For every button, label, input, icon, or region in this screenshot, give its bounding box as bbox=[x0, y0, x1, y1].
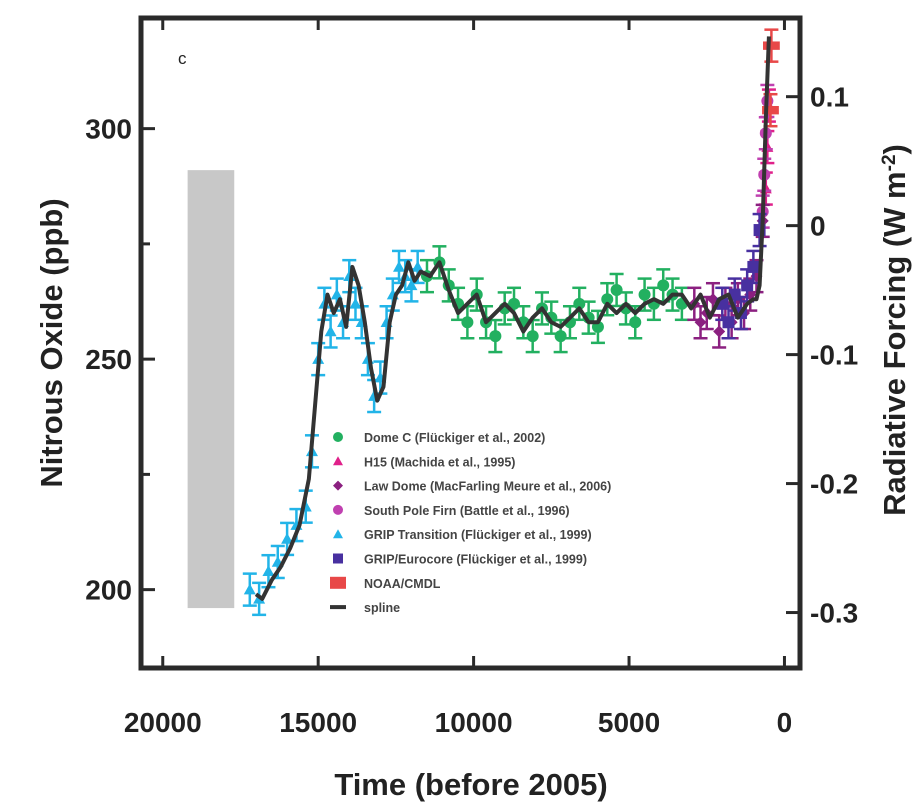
data-point bbox=[762, 105, 779, 115]
y2-tick-label: -0.1 bbox=[810, 340, 858, 371]
data-point bbox=[694, 316, 707, 329]
data-point bbox=[405, 279, 418, 291]
series-dome bbox=[419, 245, 689, 354]
data-point bbox=[657, 279, 670, 292]
legend-swatch bbox=[333, 432, 343, 442]
y2-axis-title-sup: -2 bbox=[879, 154, 900, 171]
legend-swatch bbox=[333, 504, 343, 515]
x-tick-label: 10000 bbox=[435, 707, 513, 738]
legend-entry: GRIP/Eurocore (Flückiger et al., 1999) bbox=[364, 553, 587, 567]
legend-swatch bbox=[333, 456, 343, 466]
y2-axis-title-close: ) bbox=[877, 144, 912, 154]
data-point bbox=[610, 283, 623, 296]
legend-swatch bbox=[333, 529, 343, 539]
data-point bbox=[713, 325, 726, 338]
legend-entry: GRIP Transition (Flückiger et al., 1999) bbox=[364, 528, 592, 542]
data-point bbox=[741, 279, 754, 292]
x-tick-label: 15000 bbox=[279, 707, 357, 738]
y2-tick-label: 0.1 bbox=[810, 82, 849, 113]
legend-entry: Law Dome (MacFarling Meure et al., 2006) bbox=[364, 480, 611, 494]
x-axis-title: Time (before 2005) bbox=[334, 767, 607, 802]
data-point bbox=[411, 260, 424, 272]
data-point bbox=[638, 288, 651, 301]
x-tick-label: 20000 bbox=[124, 707, 202, 738]
legend-entry: Dome C (Flückiger et al., 2002) bbox=[364, 431, 545, 445]
data-point bbox=[489, 330, 502, 343]
legend-entry: spline bbox=[364, 601, 400, 615]
glacial-range-bar bbox=[187, 170, 235, 609]
y-tick-label: 250 bbox=[85, 344, 132, 375]
data-point bbox=[324, 325, 337, 337]
data-point bbox=[330, 288, 343, 300]
legend-swatch bbox=[333, 480, 343, 491]
y2-tick-label: 0 bbox=[810, 211, 826, 242]
legend-entry: H15 (Machida et al., 1995) bbox=[364, 455, 515, 469]
y-tick-label: 200 bbox=[85, 575, 132, 606]
y2-tick-label: -0.2 bbox=[810, 469, 858, 500]
tick-layer: 20000 15000 10000 5000 0 200 250 300 0.1 0 -0.1 -0.… bbox=[85, 18, 858, 738]
data-point bbox=[393, 260, 406, 272]
data-point bbox=[262, 565, 275, 576]
y2-axis-title-main: Radiative Forcing (W m bbox=[877, 171, 912, 515]
y-axis-title: Nitrous Oxide (ppb) bbox=[34, 198, 69, 487]
series-layer bbox=[242, 28, 780, 617]
panel-label: c bbox=[178, 49, 187, 68]
data-point bbox=[763, 41, 780, 50]
data-point bbox=[554, 330, 567, 343]
y-tick-label: 300 bbox=[85, 114, 132, 145]
data-point bbox=[722, 316, 735, 329]
legend-entry: South Pole Firn (Battle et al., 1996) bbox=[364, 504, 570, 518]
x-tick-label: 5000 bbox=[598, 707, 660, 738]
data-point bbox=[243, 583, 256, 595]
spline-line bbox=[254, 36, 771, 601]
legend-swatch bbox=[333, 553, 343, 564]
data-point bbox=[629, 316, 642, 329]
legend: Dome C (Flückiger et al., 2002) H15 (Mach… bbox=[330, 431, 611, 615]
series-spline bbox=[254, 36, 771, 601]
legend-swatch bbox=[330, 576, 346, 589]
y2-axis-title: Radiative Forcing (W m-2) bbox=[877, 144, 912, 516]
data-point bbox=[747, 260, 760, 273]
plot-frame bbox=[138, 15, 803, 671]
data-point bbox=[601, 293, 614, 306]
data-point bbox=[526, 330, 539, 343]
legend-entry: NOAA/CMDL bbox=[364, 577, 441, 591]
y2-tick-label: -0.3 bbox=[810, 598, 858, 629]
x-tick-label: 0 bbox=[777, 707, 793, 738]
data-point bbox=[461, 316, 474, 329]
